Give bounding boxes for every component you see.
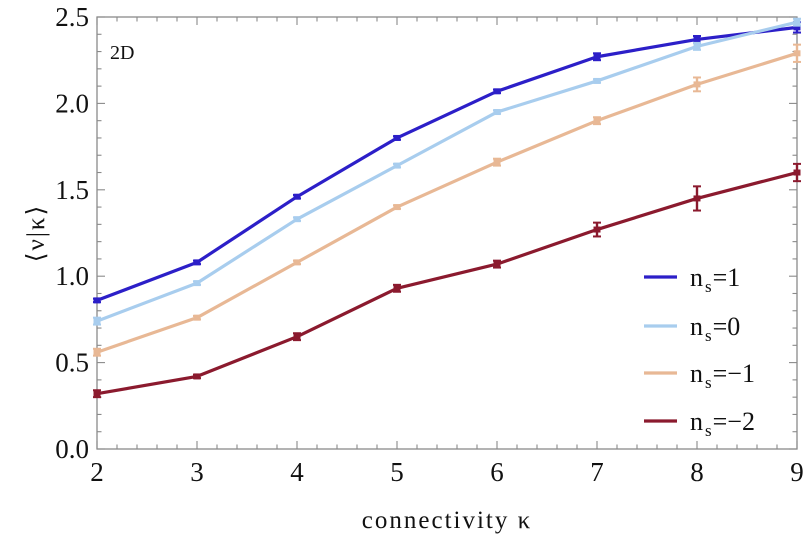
data-point <box>493 88 501 95</box>
y-tick-label: 2.5 <box>55 2 89 32</box>
tick-labels: 2 3 4 5 6 7 8 9 0.0 0.5 1.0 1.5 2.0 2.5 <box>55 2 804 487</box>
legend-item: n s=1 <box>644 263 740 296</box>
data-point <box>193 373 201 380</box>
data-point <box>593 77 601 84</box>
data-point <box>593 53 601 60</box>
series-line <box>96 20 798 323</box>
legend-item: n s=−2 <box>644 407 755 440</box>
data-point <box>793 19 801 26</box>
data-point <box>93 349 101 356</box>
plot-border <box>96 16 798 450</box>
data-point <box>493 159 501 166</box>
series-n_s=-1 <box>93 43 801 357</box>
data-point <box>293 259 301 266</box>
series-layer <box>93 17 801 399</box>
data-point <box>693 195 701 202</box>
data-point <box>293 193 301 200</box>
y-tick-label: 1.0 <box>55 261 89 291</box>
data-point <box>93 297 101 304</box>
series-n_s=0 <box>93 17 801 326</box>
data-point <box>393 204 401 211</box>
data-point <box>393 285 401 292</box>
plot-frame <box>96 16 798 450</box>
legend-item: n s=0 <box>644 312 740 345</box>
panel-annotation: 2D <box>110 42 134 64</box>
series-n_s=1 <box>93 21 801 304</box>
legend-label: n s=0 <box>690 312 740 345</box>
legend-label: n s=1 <box>690 263 740 296</box>
y-tick-label: 0.5 <box>55 348 89 378</box>
data-point <box>393 162 401 169</box>
x-tick-label: 2 <box>90 457 104 487</box>
legend-label: n s=−2 <box>690 407 755 440</box>
data-point <box>493 109 501 116</box>
legend: n s=1 n s=0 n s=−1 n s=−2 <box>644 263 755 440</box>
data-point <box>293 333 301 340</box>
data-point <box>693 81 701 88</box>
data-point <box>793 24 801 31</box>
series-line <box>96 25 798 302</box>
data-point <box>193 259 201 266</box>
series-line <box>96 51 798 354</box>
y-tick-label: 0.0 <box>55 434 89 464</box>
data-point <box>593 226 601 233</box>
axis-ticks <box>96 16 798 450</box>
data-point <box>693 43 701 50</box>
data-point <box>293 216 301 223</box>
series-n_s=-2 <box>93 162 801 399</box>
legend-item: n s=−1 <box>644 359 755 392</box>
data-point <box>193 280 201 287</box>
data-point <box>793 169 801 176</box>
x-tick-label: 4 <box>290 457 304 487</box>
data-point <box>93 318 101 325</box>
x-tick-label: 3 <box>190 457 204 487</box>
y-tick-label: 1.5 <box>55 175 89 205</box>
legend-label: n s=−1 <box>690 359 755 392</box>
x-tick-label: 5 <box>390 457 404 487</box>
data-point <box>493 261 501 268</box>
data-point <box>693 36 701 43</box>
x-tick-label: 6 <box>490 457 504 487</box>
data-point <box>593 117 601 124</box>
x-axis-title: connectivity κ <box>362 507 532 534</box>
x-tick-label: 7 <box>590 457 604 487</box>
data-point <box>193 314 201 321</box>
y-tick-label: 2.0 <box>55 88 89 118</box>
y-axis-title: ⟨ν|κ⟩ <box>23 204 50 262</box>
series-line <box>96 170 798 396</box>
data-point <box>393 134 401 141</box>
data-point <box>793 50 801 57</box>
data-point <box>93 390 101 397</box>
x-tick-label: 8 <box>690 457 704 487</box>
x-tick-label: 9 <box>790 457 804 487</box>
